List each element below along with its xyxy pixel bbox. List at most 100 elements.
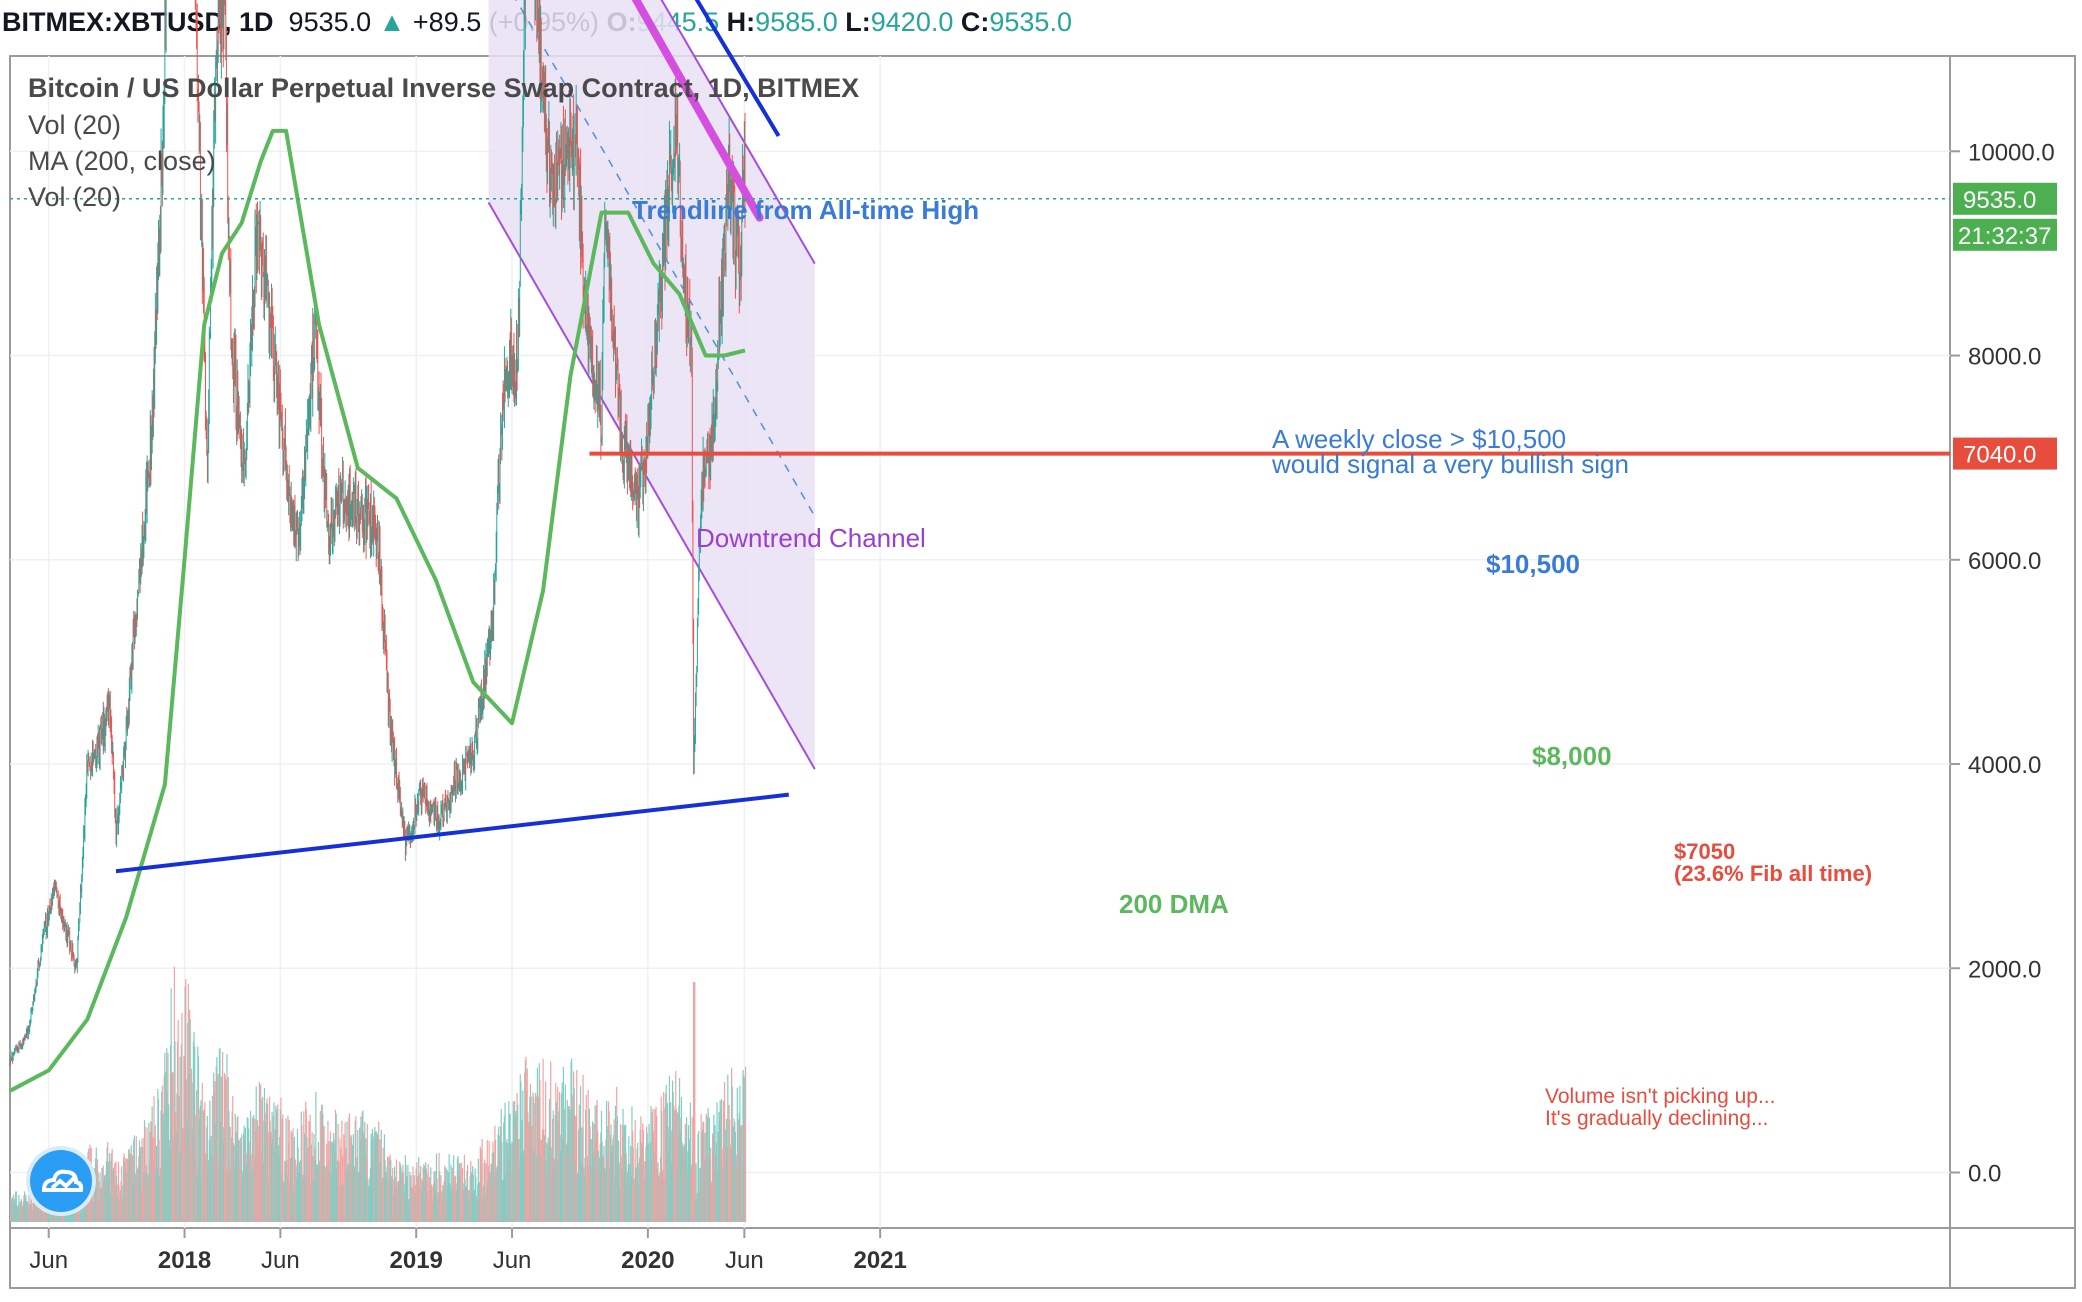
volume-bar [419,1173,421,1222]
volume-bar [467,1190,469,1222]
volume-bar [136,1168,138,1222]
legend-ma[interactable]: MA (200, close) [28,146,216,176]
volume-bar [513,1110,515,1222]
volume-bar [303,1111,305,1222]
volume-bar [403,1183,405,1222]
volume-bar [678,1078,681,1222]
volume-bar [136,1173,139,1222]
volume-bar [626,1171,629,1222]
volume-bar [496,1170,498,1222]
volume-bar [430,1167,432,1222]
volume-bar [220,1076,222,1222]
volume-bar [103,1175,106,1222]
legend-volume[interactable]: Vol (20) [28,110,122,140]
volume-bar [613,1119,615,1222]
volume-bar [579,1111,581,1222]
volume-bar [194,1046,196,1222]
volume-bar [130,1145,132,1222]
volume-bar [308,1123,311,1222]
volume-bar [242,1133,245,1222]
volume-bar [192,1041,194,1222]
volume-bar [414,1193,416,1222]
volume-bar [538,1096,540,1222]
volume-bar [334,1139,336,1222]
volume-bar [724,1129,726,1222]
volume-bar [603,1146,605,1222]
volume-bar [685,1117,688,1222]
volume-bar [694,982,696,1222]
volume-bar [627,1164,629,1222]
volume-bar [178,1154,181,1222]
volume-bar [298,1162,300,1222]
volume-bar [173,966,175,1222]
volume-bar [432,1184,434,1222]
volume-bar [160,1110,162,1222]
volume-bar [411,1187,413,1222]
volume-bar [440,1191,443,1222]
volume-bar [289,1157,292,1222]
trendline-overlays[interactable] [10,0,1950,874]
volume-bar [357,1174,360,1222]
volume-bar [342,1184,344,1222]
volume-bar [529,1084,532,1222]
volume-bar [446,1203,448,1222]
volume-bar [195,1161,197,1222]
volume-bar [274,1129,276,1222]
volume-bar [384,1159,386,1222]
volume-bar [645,1126,648,1222]
volume-bar [572,1071,575,1222]
legend-volume-2[interactable]: Vol (20) [28,182,122,212]
volume-bar [300,1111,302,1222]
volume-bar [445,1167,447,1222]
volume-bar [423,1165,426,1222]
volume-bar [462,1183,464,1222]
volume-bar [20,1198,22,1222]
volume-bar [28,1195,30,1222]
symbol-name[interactable]: BITMEX:XBTUSD, 1D [2,7,274,37]
volume-bar [414,1185,417,1222]
volume-bar [157,1088,159,1222]
volume-bar [275,1105,277,1222]
volume-bar [301,1124,303,1222]
volume-bar [336,1160,339,1222]
volume-bar [222,1126,224,1222]
volume-bar [263,1088,266,1222]
volume-bar [710,1147,712,1222]
volume-bar [260,1084,262,1222]
volume-bar [607,1101,610,1222]
level-10500-label: $10,500 [1486,549,1580,579]
volume-bar [198,1109,200,1222]
volume-bar [344,1122,346,1222]
volume-bar [569,1155,572,1222]
volume-bar [696,1197,698,1222]
volume-bar [540,1139,542,1222]
tradingview-logo-icon[interactable] [30,1150,92,1212]
volume-bar [719,1100,721,1222]
price-axis[interactable]: 0.02000.04000.06000.08000.010000.012000.… [1950,0,2057,1188]
volume-bar [373,1159,375,1222]
volume-bar [515,1110,517,1222]
volume-bar [450,1164,452,1222]
volume-bar [476,1199,478,1222]
volume-bar [121,1197,123,1222]
volume-bar [471,1192,473,1222]
volume-bar [235,1131,237,1222]
volume-bar [134,1184,136,1222]
volume-bar [12,1202,14,1222]
volume-bar [541,1129,544,1222]
volume-bar [691,1164,693,1222]
low-label: L: [845,7,871,37]
volume-bar [720,1107,722,1222]
volume-bar [348,1113,351,1222]
volume-bar [477,1184,479,1222]
volume-bar [731,1067,733,1222]
time-axis[interactable]: Jun 2018 Jun 2019 Jun 2020 Jun 2021 [29,1228,907,1274]
volume-note-line2: It's gradually declining... [1545,1107,1768,1130]
volume-bar [363,1132,365,1222]
volume-bar [291,1132,293,1222]
volume-bar [333,1132,335,1222]
volume-bar [100,1187,102,1222]
volume-bar [524,1060,526,1222]
volume-bar [465,1186,467,1222]
